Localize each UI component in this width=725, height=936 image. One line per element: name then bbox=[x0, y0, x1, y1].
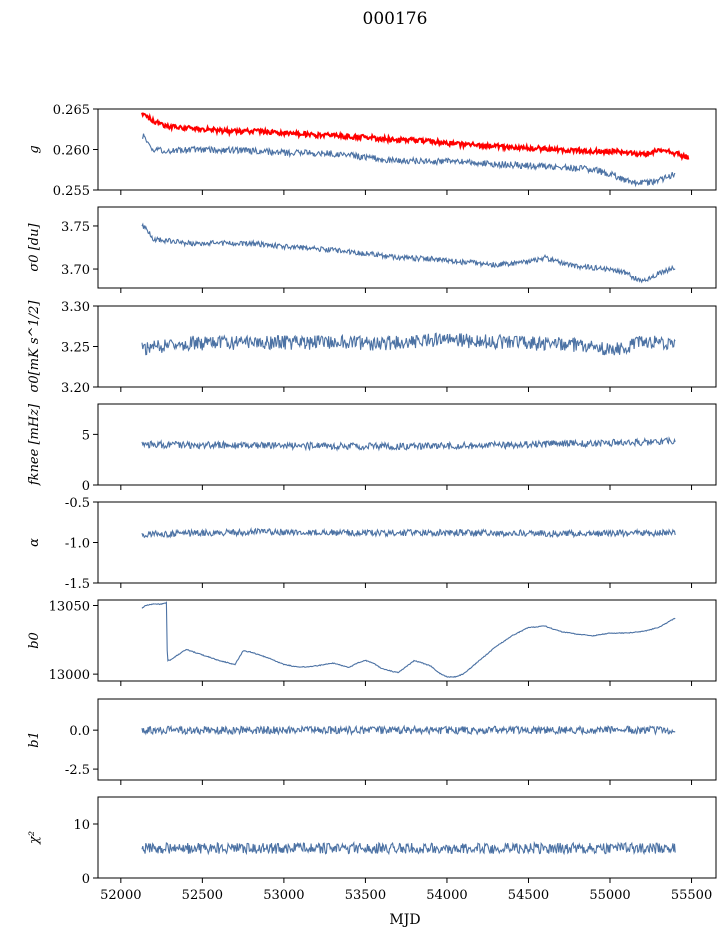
series-line-6-1 bbox=[141, 601, 676, 678]
y-tick-label: 0.0 bbox=[69, 724, 90, 739]
axes-frame bbox=[97, 501, 717, 584]
y-tick-label: 3.25 bbox=[61, 341, 90, 356]
panel-2: 3.70 3.75 σ0 [du] bbox=[27, 206, 717, 293]
panel-6: 13000 13050 b0 bbox=[27, 599, 717, 686]
x-tick-label: 55000 bbox=[589, 888, 630, 903]
axes-frame bbox=[97, 305, 717, 388]
y-tick-label: 13000 bbox=[49, 668, 90, 683]
panel-5: -1.5 -1.0 -0.5 α bbox=[27, 496, 717, 592]
y-tick-label: 3.75 bbox=[61, 220, 90, 235]
x-tick-label: 55500 bbox=[671, 888, 712, 903]
series-line-2-1 bbox=[141, 222, 676, 284]
y-tick-label: -1.0 bbox=[65, 537, 90, 552]
y-axis-label: g bbox=[27, 145, 42, 153]
y-tick-label: -1.5 bbox=[65, 577, 90, 592]
y-tick-label: 0.260 bbox=[53, 144, 90, 159]
series-line-4-1 bbox=[141, 436, 676, 452]
series-line-8-1 bbox=[141, 840, 676, 856]
axes-frame bbox=[97, 698, 717, 781]
axes-frame bbox=[97, 206, 717, 289]
x-tick-label: 54000 bbox=[426, 888, 467, 903]
y-tick-label: 0.255 bbox=[53, 184, 90, 199]
y-tick-label: 0.265 bbox=[53, 103, 90, 118]
axes-frame bbox=[97, 403, 717, 486]
figure-title: 000176 bbox=[363, 9, 428, 29]
y-tick-label: 3.20 bbox=[61, 381, 90, 396]
x-tick-label: 53000 bbox=[263, 888, 304, 903]
panel-8: 0 10 χ² bbox=[27, 796, 717, 887]
axes-frame bbox=[97, 599, 717, 682]
y-tick-label: 13050 bbox=[49, 599, 90, 614]
y-tick-label: -2.5 bbox=[65, 763, 90, 778]
y-tick-label: 0 bbox=[82, 479, 90, 494]
panel-3: 3.20 3.25 3.30 σ0[mK s^1/2] bbox=[27, 300, 717, 396]
panel-4: 0 5 fknee [mHz] bbox=[27, 403, 717, 494]
y-axis-label: b0 bbox=[27, 632, 42, 649]
y-axis-label: α bbox=[27, 538, 42, 547]
series-line-7-1 bbox=[141, 724, 676, 737]
y-axis-label: b1 bbox=[27, 731, 42, 748]
x-tick-label: 53500 bbox=[345, 888, 386, 903]
y-tick-label: 3.30 bbox=[61, 300, 90, 315]
x-axis-label: MJD bbox=[389, 912, 420, 928]
series-line-3-1 bbox=[141, 332, 676, 356]
panel-7: -2.5 0.0 b1 bbox=[27, 698, 717, 785]
y-tick-label: 5 bbox=[82, 428, 90, 443]
x-tick-label: 52500 bbox=[182, 888, 223, 903]
y-axis-label: σ0[mK s^1/2] bbox=[27, 300, 42, 393]
y-axis-label: χ² bbox=[27, 831, 42, 845]
y-tick-label: 10 bbox=[73, 818, 90, 833]
x-axis-ticks: 52000 52500 53000 53500 54000 54500 55000 55500 bbox=[100, 888, 712, 903]
y-axis-label: fknee [mHz] bbox=[27, 403, 42, 486]
y-axis-label: σ0 [du] bbox=[27, 223, 42, 272]
series-line-1-2 bbox=[141, 112, 690, 162]
x-tick-label: 54500 bbox=[508, 888, 549, 903]
series-line-5-1 bbox=[141, 526, 676, 539]
axes-frame bbox=[97, 796, 717, 879]
panel-1: 0.255 0.260 0.265 g bbox=[27, 103, 717, 199]
series-line-1-1 bbox=[142, 133, 676, 188]
y-tick-label: 3.70 bbox=[61, 263, 90, 278]
y-tick-label: 0 bbox=[82, 872, 90, 887]
y-tick-label: -0.5 bbox=[65, 496, 90, 511]
x-tick-label: 52000 bbox=[100, 888, 141, 903]
